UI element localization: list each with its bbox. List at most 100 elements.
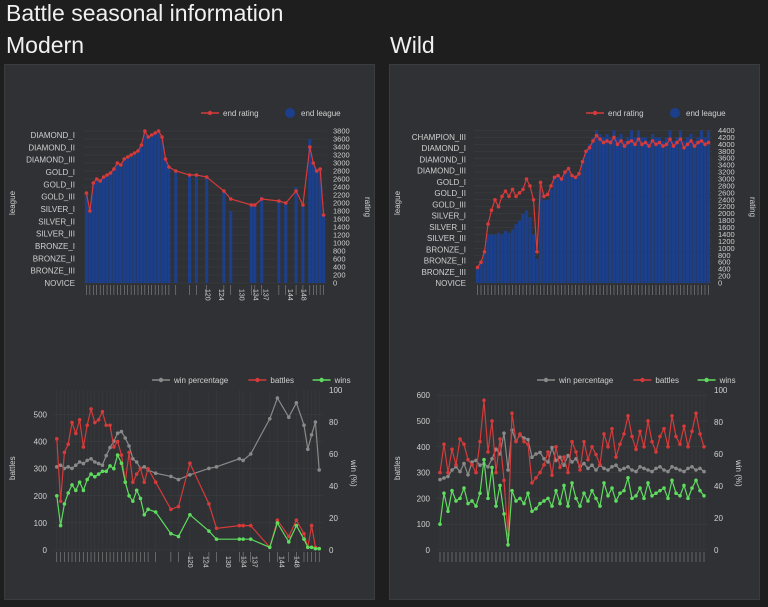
rating-point <box>321 213 326 217</box>
wins-point <box>482 457 486 462</box>
rating-point <box>622 144 627 148</box>
rating-point <box>535 250 539 254</box>
y2-tick-label: 3800 <box>718 147 735 156</box>
y2-tick-label: 40 <box>329 482 338 491</box>
battles-point <box>510 411 514 416</box>
y2-tick-label: 1200 <box>718 237 735 246</box>
rating-point <box>187 173 192 177</box>
battles-point <box>207 502 211 506</box>
battles-point <box>566 470 570 475</box>
wins-point <box>104 469 109 474</box>
wins-point <box>138 496 143 501</box>
rating-point <box>601 140 606 145</box>
wins-point <box>602 481 606 485</box>
league-bar <box>517 220 522 283</box>
win-percentage-point <box>690 465 694 469</box>
legend-swatch <box>207 110 213 116</box>
battles-point <box>309 523 314 528</box>
battles-point <box>578 468 582 472</box>
wins-point <box>490 465 494 470</box>
wins-point <box>77 480 82 485</box>
wins-point <box>131 499 135 503</box>
wins-point <box>598 504 602 508</box>
y2-tick-label: 2600 <box>333 175 350 184</box>
y2-tick-label: 400 <box>333 263 346 272</box>
league-tick-label: SILVER_II <box>38 217 75 226</box>
wins-point <box>678 494 682 498</box>
wins-point <box>698 488 702 493</box>
battles-point <box>134 472 139 476</box>
legend-swatch <box>158 377 164 383</box>
wins-point <box>309 545 314 550</box>
league-bar <box>570 175 574 283</box>
league-bar <box>510 229 515 283</box>
section-title-modern: Modern <box>6 32 84 58</box>
wins-point <box>74 488 78 493</box>
league-bar <box>102 177 106 283</box>
wins-point <box>93 474 97 479</box>
league-bar <box>559 179 564 283</box>
battles-point <box>550 473 554 477</box>
battles-point <box>486 450 490 454</box>
win-percentage-point <box>309 433 314 437</box>
wins-point <box>153 510 158 514</box>
league-bar <box>556 175 560 283</box>
battles-point <box>466 457 470 462</box>
wild-rating-chart[interactable]: 0200400600800100012001400160018002000220… <box>390 65 759 599</box>
league-tick-label: NOVICE <box>435 279 466 288</box>
rating-point <box>605 139 609 143</box>
win-percentage-point <box>542 457 546 461</box>
league-bar <box>249 205 253 283</box>
rating-point <box>228 197 233 201</box>
league-bar <box>622 140 627 283</box>
rating-point <box>559 177 564 181</box>
wins-point <box>317 546 321 551</box>
league-tick-label: BRONZE_I <box>35 242 75 251</box>
modern-rating-chart[interactable]: 0200400600800100012001400160018002000220… <box>5 65 374 599</box>
rating-point <box>538 180 543 185</box>
battles-point <box>214 526 219 531</box>
y-tick-label: 400 <box>34 438 48 447</box>
y-tick-label: 0 <box>426 546 431 555</box>
wins-point <box>702 494 706 498</box>
battles-point <box>93 420 97 425</box>
battles-point <box>586 457 590 462</box>
wins-point <box>115 453 120 457</box>
league-bar <box>664 137 669 283</box>
wins-point <box>305 545 310 550</box>
league-bar <box>294 187 298 283</box>
y2-tick-label: 2000 <box>333 199 350 208</box>
wins-point <box>66 491 71 495</box>
battles-point <box>55 437 59 441</box>
battles-point <box>58 499 63 503</box>
win-percentage-point <box>694 468 698 472</box>
legend-swatch <box>592 110 598 116</box>
legend-label: win percentage <box>173 376 229 385</box>
win-percentage-point <box>590 463 594 468</box>
wins-point <box>514 499 518 503</box>
y2-tick-label: 3200 <box>333 151 350 160</box>
battles-point <box>670 414 674 418</box>
win-percentage-point <box>446 474 450 479</box>
league-bar <box>577 173 581 283</box>
league-bar <box>496 232 501 283</box>
rating-point <box>577 172 581 176</box>
battles-point <box>498 437 502 441</box>
win-percentage-point <box>614 463 618 468</box>
league-tick-label: BRONZE_III <box>422 268 466 277</box>
win-percentage-point <box>490 457 494 461</box>
rating-point <box>675 140 679 145</box>
win-percentage-point <box>682 469 686 474</box>
rating-point <box>204 175 209 179</box>
win-percentage-point <box>566 453 570 458</box>
win-percentage-point <box>530 455 534 460</box>
y2-tick-label: 40 <box>714 482 723 491</box>
rating-point <box>160 135 164 139</box>
win-percentage-point <box>237 457 242 461</box>
win-percentage-point <box>317 468 321 472</box>
legend-label: win percentage <box>558 376 614 385</box>
rating-point <box>314 169 319 173</box>
rating-point <box>283 201 288 205</box>
wins-point <box>510 488 514 493</box>
battles-point <box>146 466 150 471</box>
